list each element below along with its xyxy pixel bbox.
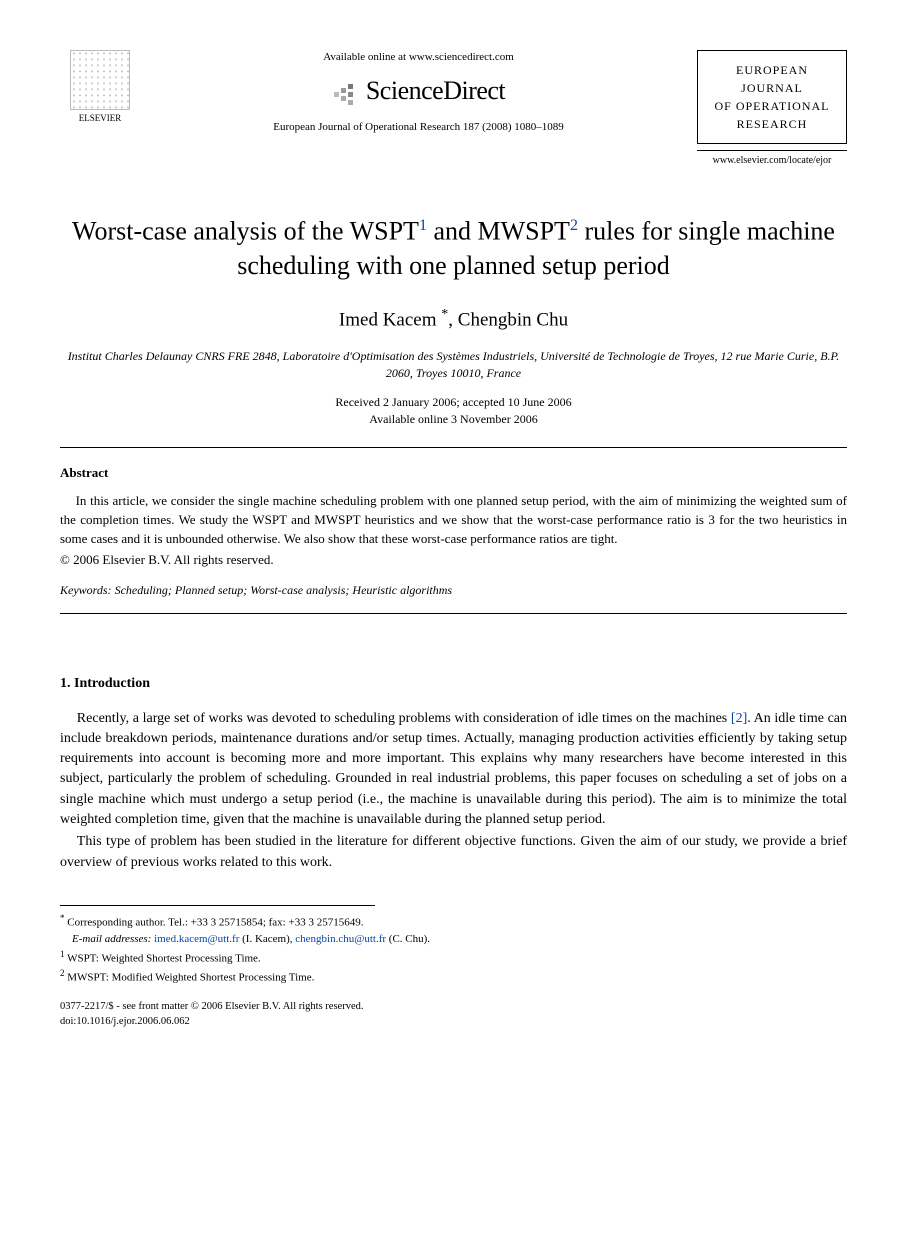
available-online-line: Available online at www.sciencedirect.co… — [152, 50, 685, 66]
footnote-corresponding: * Corresponding author. Tel.: +33 3 2571… — [60, 912, 847, 931]
para-text: . An idle time can include breakdown per… — [60, 711, 847, 827]
rule-top — [60, 447, 847, 448]
abstract-text: In this article, we consider the single … — [60, 492, 847, 549]
elsevier-tree-icon — [70, 50, 130, 110]
email-who: (C. Chu). — [386, 933, 430, 945]
footnote-mark: 1 — [60, 949, 65, 959]
sciencedirect-logo: ScienceDirect — [332, 72, 505, 110]
keywords-label: Keywords: — [60, 583, 112, 597]
footnote-1-text: WSPT: Weighted Shortest Processing Time. — [67, 952, 261, 964]
journal-box-line: OF OPERATIONAL — [704, 97, 840, 115]
para-text: Recently, a large set of works was devot… — [77, 711, 731, 726]
footnote-rule — [60, 905, 375, 912]
footnote-2-text: MWSPT: Modified Weighted Shortest Proces… — [67, 971, 314, 983]
footnote-2: 2 MWSPT: Modified Weighted Shortest Proc… — [60, 967, 847, 986]
doi-block: 0377-2217/$ - see front matter © 2006 El… — [60, 1000, 847, 1029]
abstract-copyright: © 2006 Elsevier B.V. All rights reserved… — [60, 551, 847, 570]
footnote-1: 1 WSPT: Weighted Shortest Processing Tim… — [60, 948, 847, 967]
title-footnote-link-2[interactable]: 2 — [570, 217, 578, 234]
elsevier-label: ELSEVIER — [60, 112, 140, 125]
section-heading-1: 1. Introduction — [60, 674, 847, 694]
intro-paragraph-2: This type of problem has been studied in… — [60, 832, 847, 873]
journal-url[interactable]: www.elsevier.com/locate/ejor — [697, 150, 847, 169]
dates-received-accepted: Received 2 January 2006; accepted 10 Jun… — [60, 394, 847, 411]
sciencedirect-text: ScienceDirect — [366, 72, 505, 110]
footnote-corr-text: Corresponding author. Tel.: +33 3 257158… — [67, 917, 363, 929]
journal-box-line: RESEARCH — [704, 115, 840, 133]
citation-link[interactable]: [2] — [731, 711, 747, 726]
journal-box-line: JOURNAL — [704, 79, 840, 97]
abstract-heading: Abstract — [60, 464, 847, 483]
title-part: and MWSPT — [427, 216, 570, 245]
author-name: Imed Kacem — [339, 310, 437, 331]
header-right: EUROPEAN JOURNAL OF OPERATIONAL RESEARCH… — [697, 50, 847, 169]
email-who: (I. Kacem), — [239, 933, 295, 945]
journal-reference: European Journal of Operational Research… — [152, 120, 685, 136]
intro-paragraph-1: Recently, a large set of works was devot… — [60, 709, 847, 831]
email-link[interactable]: chengbin.chu@utt.fr — [295, 933, 386, 945]
rule-bottom — [60, 613, 847, 614]
article-dates: Received 2 January 2006; accepted 10 Jun… — [60, 394, 847, 429]
footnote-emails: E-mail addresses: imed.kacem@utt.fr (I. … — [60, 931, 847, 948]
email-link[interactable]: imed.kacem@utt.fr — [154, 933, 239, 945]
journal-title-box: EUROPEAN JOURNAL OF OPERATIONAL RESEARCH — [697, 50, 847, 144]
footnotes: * Corresponding author. Tel.: +33 3 2571… — [60, 912, 847, 986]
page-header: ELSEVIER Available online at www.science… — [60, 50, 847, 169]
author-list: Imed Kacem *, Chengbin Chu — [60, 305, 847, 334]
keywords-line: Keywords: Scheduling; Planned setup; Wor… — [60, 582, 847, 599]
title-part: Worst-case analysis of the WSPT — [72, 216, 419, 245]
sciencedirect-swirl-icon — [332, 78, 358, 104]
footnote-mark: 2 — [60, 968, 65, 978]
doi-line: doi:10.1016/j.ejor.2006.06.062 — [60, 1015, 847, 1030]
header-center: Available online at www.sciencedirect.co… — [140, 50, 697, 136]
journal-box-line: EUROPEAN — [704, 61, 840, 79]
author-name: Chengbin Chu — [458, 310, 568, 331]
elsevier-logo: ELSEVIER — [60, 50, 140, 125]
article-title: Worst-case analysis of the WSPT1 and MWS… — [60, 209, 847, 284]
abstract-block: Abstract In this article, we consider th… — [60, 464, 847, 570]
title-footnote-link-1[interactable]: 1 — [419, 217, 427, 234]
dates-available-online: Available online 3 November 2006 — [60, 411, 847, 428]
affiliation: Institut Charles Delaunay CNRS FRE 2848,… — [60, 348, 847, 382]
front-matter-line: 0377-2217/$ - see front matter © 2006 El… — [60, 1000, 847, 1015]
keywords-text: Scheduling; Planned setup; Worst-case an… — [112, 583, 453, 597]
email-label: E-mail addresses: — [72, 933, 151, 945]
footnote-mark: * — [60, 913, 65, 923]
author-separator: , — [448, 310, 458, 331]
